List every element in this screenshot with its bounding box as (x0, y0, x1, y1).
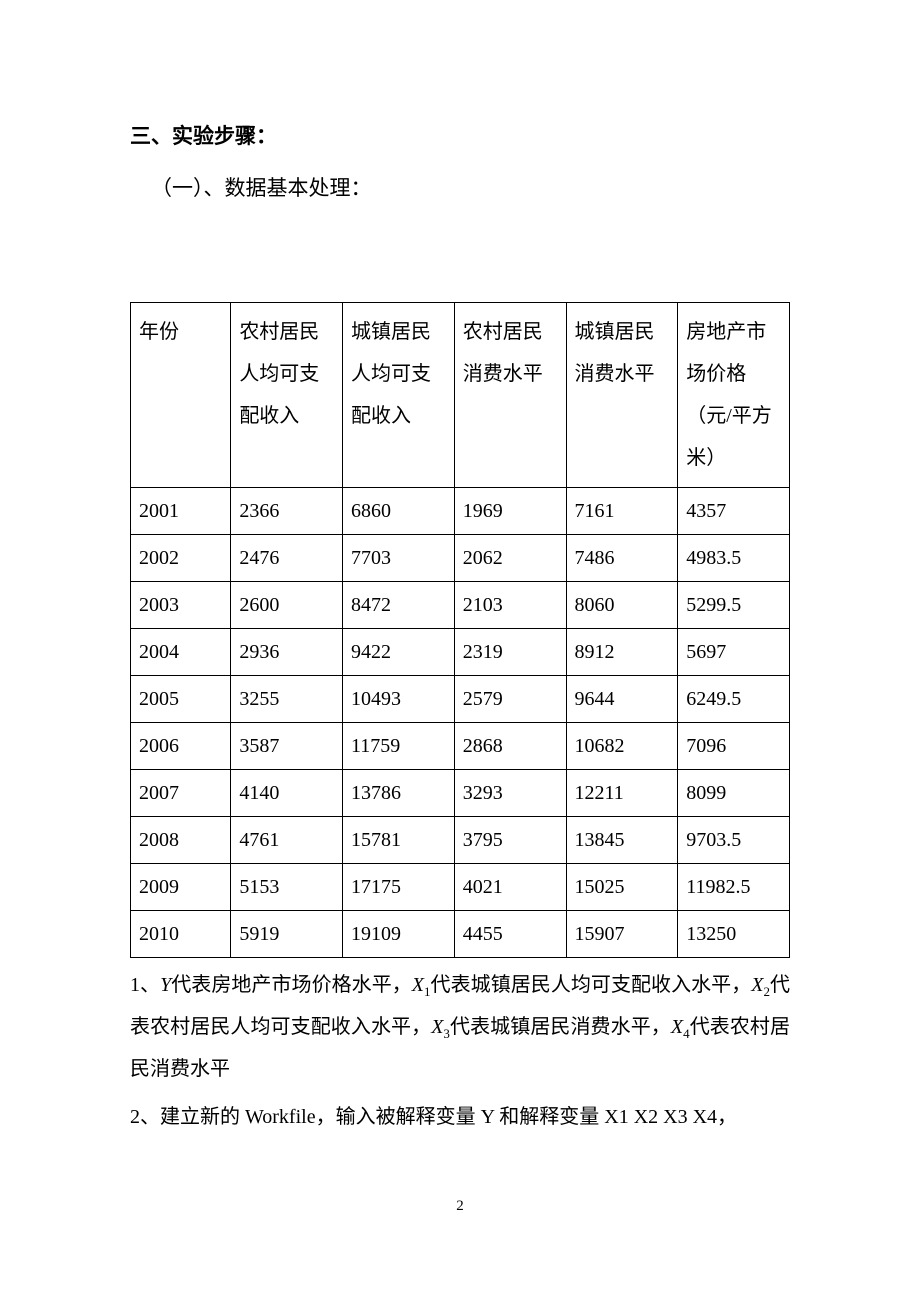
table-cell: 2319 (454, 629, 566, 676)
table-cell: 2002 (131, 535, 231, 582)
table-cell: 8060 (566, 582, 678, 629)
table-cell: 2062 (454, 535, 566, 582)
table-cell: 2103 (454, 582, 566, 629)
table-row: 2010 5919 19109 4455 15907 13250 (131, 911, 790, 958)
table-cell: 8472 (343, 582, 455, 629)
table-cell: 3795 (454, 817, 566, 864)
table-header-cell: 年份 (131, 303, 231, 488)
table-cell: 10682 (566, 723, 678, 770)
table-cell: 2476 (231, 535, 343, 582)
table-cell: 15907 (566, 911, 678, 958)
table-row: 2006 3587 11759 2868 10682 7096 (131, 723, 790, 770)
text: 代表城镇居民人均可支配收入水平， (431, 974, 752, 996)
table-cell: 13250 (678, 911, 790, 958)
table-cell: 7161 (566, 488, 678, 535)
table-header-cell: 农村居民人均可支配收入 (231, 303, 343, 488)
table-cell: 2868 (454, 723, 566, 770)
table-row: 2007 4140 13786 3293 12211 8099 (131, 770, 790, 817)
table-cell: 5153 (231, 864, 343, 911)
table-cell: 3587 (231, 723, 343, 770)
paragraph-2: 2、建立新的 Workfile，输入被解释变量 Y 和解释变量 X1 X2 X3… (130, 1096, 790, 1138)
document-page: 三、实验步骤： （一）、数据基本处理： 年份 农村居民人均可支配收入 城镇居民人… (0, 0, 920, 1255)
table-cell: 13845 (566, 817, 678, 864)
table-cell: 9422 (343, 629, 455, 676)
variable-y: Y (160, 974, 171, 996)
table-cell: 5697 (678, 629, 790, 676)
table-header-cell: 房地产市场价格（元/平方米） (678, 303, 790, 488)
table-cell: 7703 (343, 535, 455, 582)
table-cell: 2010 (131, 911, 231, 958)
table-cell: 8912 (566, 629, 678, 676)
table-cell: 2006 (131, 723, 231, 770)
table-cell: 2007 (131, 770, 231, 817)
table-cell: 5919 (231, 911, 343, 958)
paragraph-1: 1、Y代表房地产市场价格水平，X1代表城镇居民人均可支配收入水平，X2代表农村居… (130, 964, 790, 1090)
table-cell: 3255 (231, 676, 343, 723)
table-cell: 2001 (131, 488, 231, 535)
table-cell: 4983.5 (678, 535, 790, 582)
variable-x4: X4 (671, 1016, 690, 1038)
table-row: 2003 2600 8472 2103 8060 5299.5 (131, 582, 790, 629)
table-cell: 2005 (131, 676, 231, 723)
table-cell: 2008 (131, 817, 231, 864)
variable-x2: X2 (751, 974, 770, 996)
table-cell: 19109 (343, 911, 455, 958)
table-cell: 10493 (343, 676, 455, 723)
table-cell: 7486 (566, 535, 678, 582)
table-cell: 4357 (678, 488, 790, 535)
table-cell: 4021 (454, 864, 566, 911)
table-cell: 9703.5 (678, 817, 790, 864)
table-cell: 2366 (231, 488, 343, 535)
table-cell: 15025 (566, 864, 678, 911)
table-cell: 6249.5 (678, 676, 790, 723)
page-number: 2 (130, 1198, 790, 1215)
table-cell: 6860 (343, 488, 455, 535)
table-cell: 2579 (454, 676, 566, 723)
table-cell: 3293 (454, 770, 566, 817)
table-header-row: 年份 农村居民人均可支配收入 城镇居民人均可支配收入 农村居民消费水平 城镇居民… (131, 303, 790, 488)
table-cell: 15781 (343, 817, 455, 864)
table-header-cell: 城镇居民消费水平 (566, 303, 678, 488)
table-cell: 7096 (678, 723, 790, 770)
table-cell: 1969 (454, 488, 566, 535)
table-cell: 9644 (566, 676, 678, 723)
table-cell: 12211 (566, 770, 678, 817)
table-cell: 5299.5 (678, 582, 790, 629)
table-cell: 11982.5 (678, 864, 790, 911)
variable-x1: X1 (412, 974, 431, 996)
table-cell: 2009 (131, 864, 231, 911)
table-cell: 4761 (231, 817, 343, 864)
table-row: 2001 2366 6860 1969 7161 4357 (131, 488, 790, 535)
variable-x3: X3 (431, 1016, 450, 1038)
table-row: 2005 3255 10493 2579 9644 6249.5 (131, 676, 790, 723)
table-cell: 17175 (343, 864, 455, 911)
table-cell: 2003 (131, 582, 231, 629)
section-heading: 三、实验步骤： (130, 120, 790, 150)
text: 代表房地产市场价格水平， (171, 974, 412, 996)
table-cell: 2600 (231, 582, 343, 629)
table-cell: 13786 (343, 770, 455, 817)
table-cell: 11759 (343, 723, 455, 770)
table-cell: 4140 (231, 770, 343, 817)
subsection-heading: （一）、数据基本处理： (130, 172, 790, 202)
table-header-cell: 城镇居民人均可支配收入 (343, 303, 455, 488)
text: 代表城镇居民消费水平， (450, 1016, 671, 1038)
table-cell: 2004 (131, 629, 231, 676)
text: 1、 (130, 974, 160, 996)
table-row: 2004 2936 9422 2319 8912 5697 (131, 629, 790, 676)
data-table: 年份 农村居民人均可支配收入 城镇居民人均可支配收入 农村居民消费水平 城镇居民… (130, 302, 790, 958)
table-cell: 2936 (231, 629, 343, 676)
table-header-cell: 农村居民消费水平 (454, 303, 566, 488)
table-row: 2002 2476 7703 2062 7486 4983.5 (131, 535, 790, 582)
table-cell: 4455 (454, 911, 566, 958)
table-row: 2009 5153 17175 4021 15025 11982.5 (131, 864, 790, 911)
table-row: 2008 4761 15781 3795 13845 9703.5 (131, 817, 790, 864)
table-cell: 8099 (678, 770, 790, 817)
